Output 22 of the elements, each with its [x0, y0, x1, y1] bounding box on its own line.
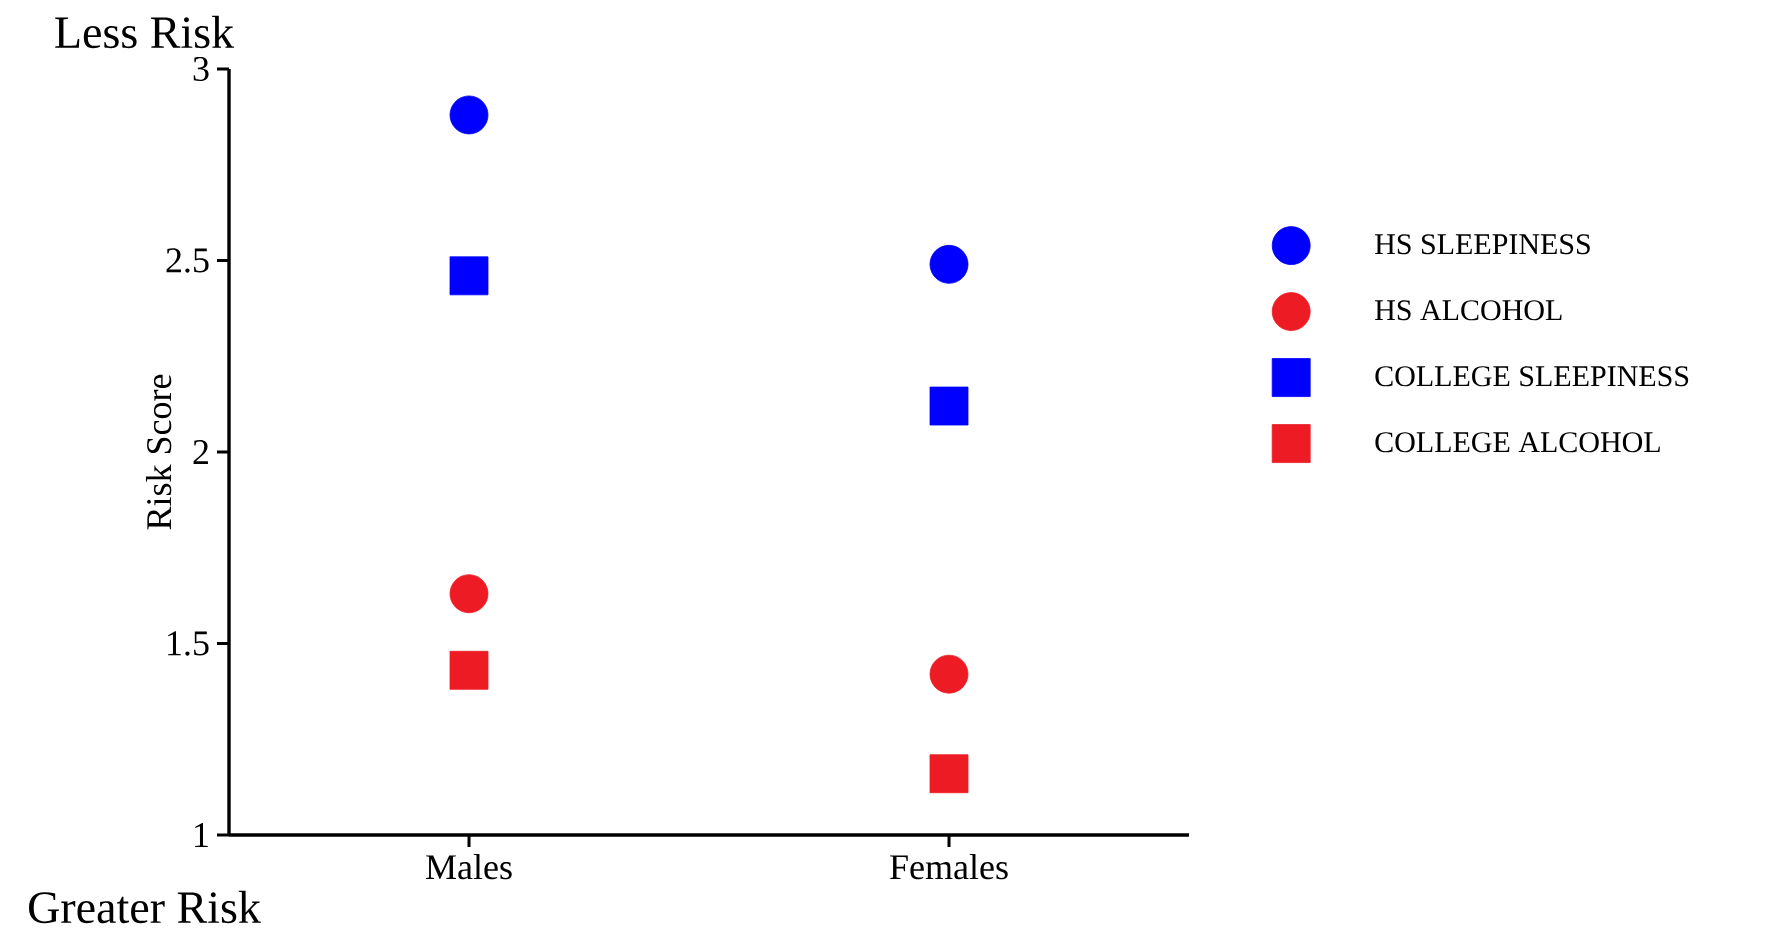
y-axis-title: Risk Score — [145, 374, 172, 530]
point — [449, 95, 489, 135]
y-tick-label: 1 — [195, 823, 208, 847]
y-tick-label: 2 — [193, 440, 208, 464]
text: Less Risk — [55, 15, 235, 49]
x-tick-label: Females — [890, 854, 1008, 880]
point — [929, 754, 969, 794]
legend-label: COLLEGE ALCOHOL — [1375, 432, 1660, 453]
legend-label: HS SLEEPINESS — [1375, 234, 1590, 255]
point — [449, 256, 489, 296]
y-tick-label: 2.5 — [166, 248, 209, 273]
x-tick-label: Males — [426, 854, 512, 880]
y-tick-label: 1.5 — [168, 631, 209, 656]
text: Greater Risk — [29, 890, 261, 924]
y-tick-label: 3 — [193, 56, 209, 82]
legend-label: COLLEGE SLEEPINESS — [1375, 366, 1689, 387]
point — [449, 574, 489, 614]
legend-label: HS ALCOHOL — [1375, 300, 1562, 321]
point — [929, 244, 969, 284]
point — [929, 654, 969, 694]
point — [449, 650, 489, 690]
point — [929, 386, 969, 426]
